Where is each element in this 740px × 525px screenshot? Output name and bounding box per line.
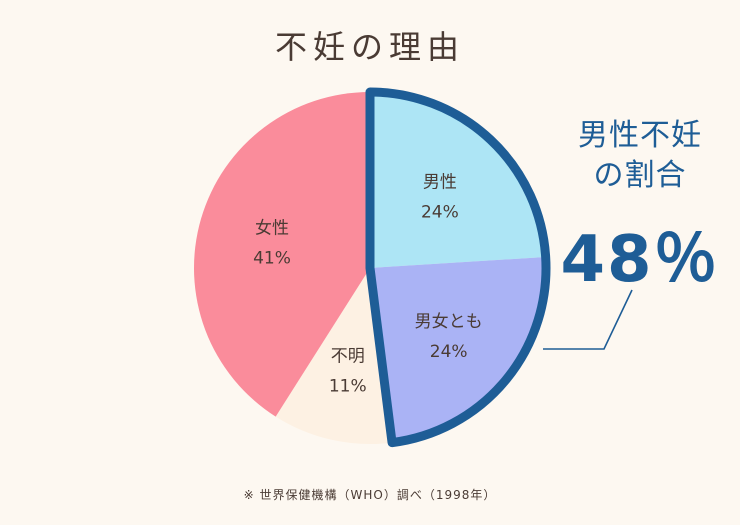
- callout-title: 男性不妊 の割合: [552, 116, 728, 196]
- slice-label-both: 男女とも: [415, 312, 483, 332]
- chart-title: 不妊の理由: [274, 28, 465, 66]
- slice-value-unknown: 11%: [329, 377, 367, 397]
- slice-label-unknown: 不明: [331, 347, 365, 367]
- pie-slice-unknown: [275, 268, 393, 444]
- pie-slice-both: [370, 256, 546, 443]
- callout-leader-line: [543, 289, 633, 350]
- callout-line-2: の割合: [593, 158, 687, 193]
- slice-label-male: 男性: [423, 173, 457, 193]
- pie-slices: [194, 92, 546, 444]
- male-infertility-highlight-outline: [365, 87, 551, 448]
- pie-slice-female: [194, 92, 370, 417]
- callout-line-1: 男性不妊: [578, 118, 702, 153]
- pie-labels: 男性 24% 男女とも 24% 不明 11% 女性 41%: [253, 173, 483, 397]
- slice-value-male: 24%: [421, 203, 459, 223]
- pie-slice-male: [370, 92, 546, 268]
- footnote: ※ 世界保健機構（WHO）調べ（1998年）: [243, 488, 497, 502]
- slice-label-female: 女性: [255, 219, 289, 239]
- slice-value-both: 24%: [430, 342, 468, 362]
- slice-value-female: 41%: [253, 249, 291, 269]
- callout-value: 48％: [560, 223, 720, 297]
